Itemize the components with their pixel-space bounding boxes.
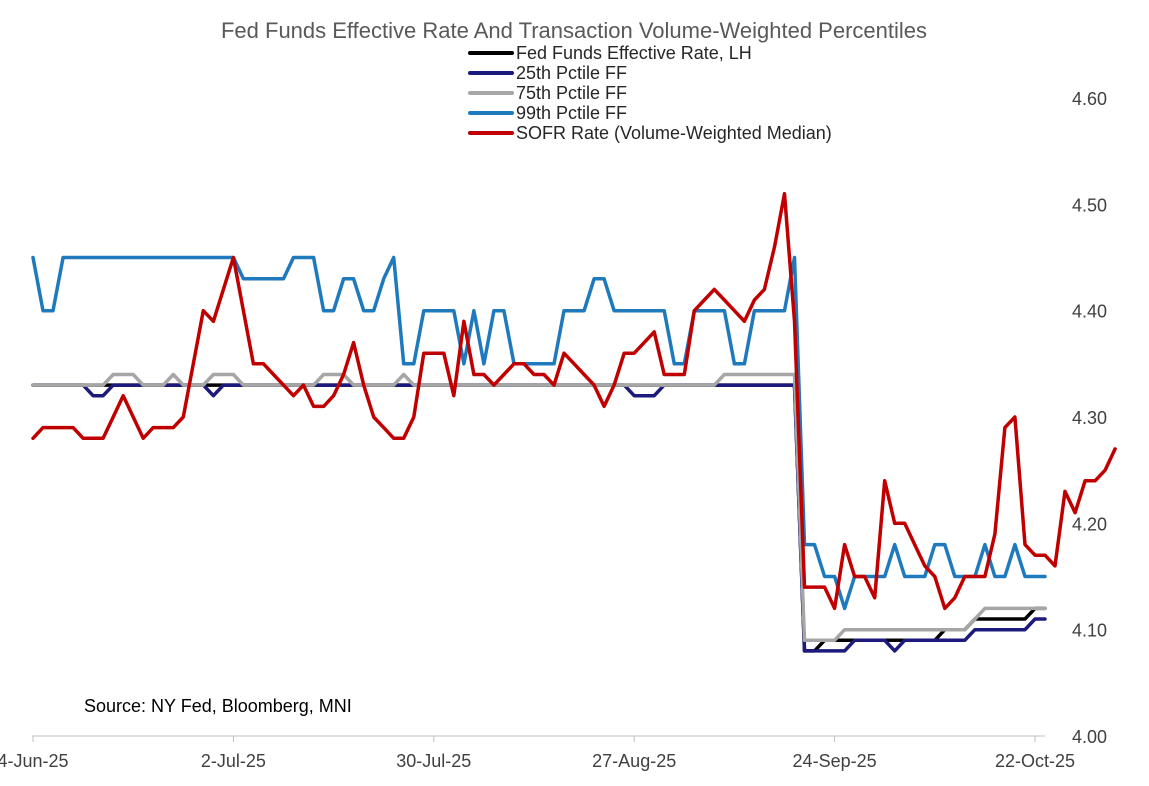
series-line-5 [31,191,1117,611]
y-axis-ticks: 4.00 4.10 4.20 4.30 4.40 4.50 4.60 [1072,89,1107,747]
x-tick-label: 24-Sep-25 [793,751,877,771]
y-tick-label: 4.10 [1072,621,1107,641]
x-tick-label: 22-Oct-25 [995,751,1075,771]
series-line-4 [31,255,1047,611]
x-tick-label: 4-Jun-25 [0,751,69,771]
legend-label: 25th Pctile FF [516,63,627,83]
y-tick-label: 4.20 [1072,514,1107,534]
series-line-3 [31,372,1047,643]
y-tick-label: 4.30 [1072,408,1107,428]
series-lines [31,191,1117,653]
legend-label: 75th Pctile FF [516,83,627,103]
chart-title: Fed Funds Effective Rate And Transaction… [221,18,927,43]
y-tick-label: 4.40 [1072,302,1107,322]
legend-label: Fed Funds Effective Rate, LH [516,43,752,63]
y-tick-label: 4.50 [1072,195,1107,215]
source-note: Source: NY Fed, Bloomberg, MNI [84,696,352,716]
x-tick-label: 30-Jul-25 [396,751,471,771]
legend-label: 99th Pctile FF [516,103,627,123]
y-tick-label: 4.60 [1072,89,1107,109]
x-axis-ticks: 4-Jun-25 2-Jul-25 30-Jul-25 27-Aug-25 24-Sep… [0,736,1075,771]
x-tick-label: 27-Aug-25 [592,751,676,771]
legend-label: SOFR Rate (Volume-Weighted Median) [516,123,832,143]
x-tick-label: 2-Jul-25 [201,751,266,771]
y-tick-label: 4.00 [1072,727,1107,747]
